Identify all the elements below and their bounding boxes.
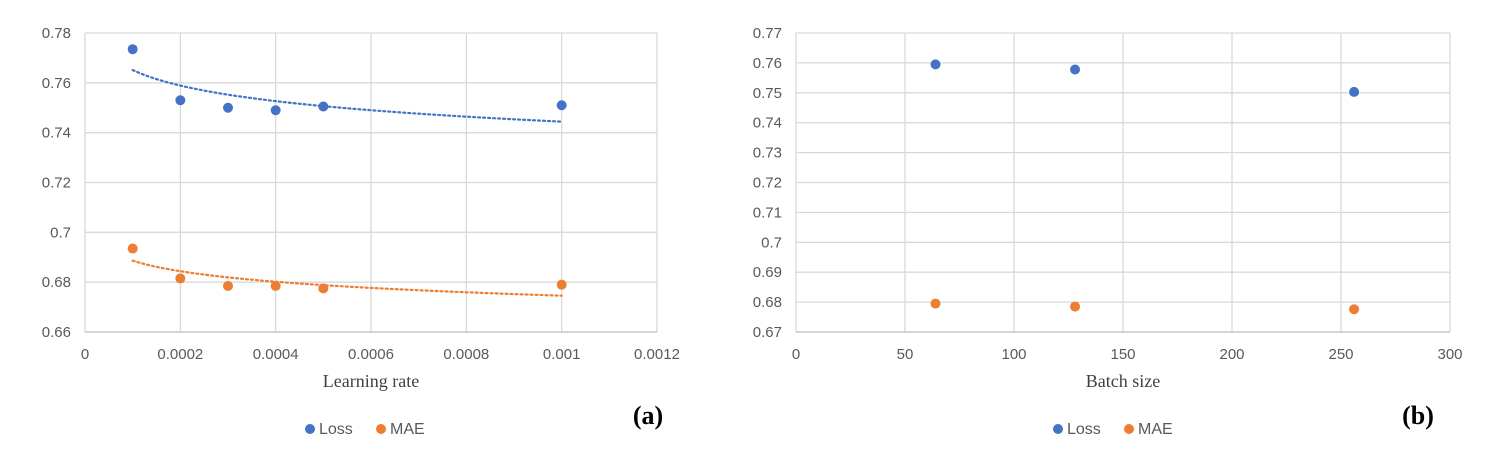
data-point-mae bbox=[223, 280, 233, 291]
y-tick-label: 0.7 bbox=[50, 224, 71, 241]
data-point-loss bbox=[270, 105, 281, 116]
data-point-loss bbox=[175, 95, 186, 106]
y-tick-label: 0.72 bbox=[753, 175, 782, 192]
data-point-loss bbox=[318, 101, 329, 112]
legend-label-mae: MAE bbox=[1138, 421, 1173, 438]
y-tick-label: 0.75 bbox=[753, 85, 782, 102]
y-tick-label: 0.72 bbox=[42, 175, 71, 192]
y-tick-label: 0.66 bbox=[42, 324, 71, 341]
legend-label-loss: Loss bbox=[319, 421, 353, 438]
x-tick-label: 0 bbox=[81, 346, 89, 363]
y-tick-label: 0.68 bbox=[753, 294, 782, 311]
x-tick-label: 200 bbox=[1219, 346, 1244, 363]
x-tick-label: 150 bbox=[1110, 346, 1135, 363]
trendline-mae bbox=[131, 259, 563, 297]
legend-marker-mae bbox=[1124, 424, 1134, 434]
x-tick-label: 0.0012 bbox=[634, 346, 680, 363]
data-point-mae bbox=[270, 280, 281, 291]
y-tick-label: 0.78 bbox=[42, 25, 71, 42]
y-tick-label: 0.68 bbox=[42, 274, 71, 291]
data-point-loss bbox=[223, 102, 233, 113]
panel-label: (b) bbox=[1402, 401, 1434, 430]
x-axis-label: Batch size bbox=[1086, 371, 1160, 391]
data-point-mae bbox=[127, 243, 138, 254]
legend-marker-loss bbox=[305, 424, 315, 434]
y-tick-label: 0.73 bbox=[753, 145, 782, 162]
data-point-mae bbox=[1070, 301, 1081, 312]
data-point-loss bbox=[1070, 64, 1081, 75]
y-tick-label: 0.71 bbox=[753, 204, 782, 221]
trendline-loss bbox=[131, 68, 563, 123]
data-point-mae bbox=[556, 279, 567, 290]
data-point-mae bbox=[318, 283, 329, 294]
y-tick-label: 0.67 bbox=[753, 324, 782, 341]
legend-label-loss: Loss bbox=[1067, 421, 1101, 438]
chart-batch-size: 0.67 0.68 0.69 0.7 0.71 0.72 0.73 0.74 0.75 0.76 0… bbox=[753, 25, 1463, 438]
data-point-loss bbox=[930, 59, 941, 70]
x-tick-label: 0.0002 bbox=[157, 346, 203, 363]
data-point-mae bbox=[930, 298, 941, 309]
x-tick-label: 0 bbox=[792, 346, 800, 363]
legend-label-mae: MAE bbox=[390, 421, 425, 438]
data-point-loss bbox=[556, 100, 567, 111]
x-tick-label: 0.001 bbox=[543, 346, 581, 363]
x-tick-label: 0.0004 bbox=[253, 346, 299, 363]
x-tick-label: 0.0008 bbox=[443, 346, 489, 363]
panel-label: (a) bbox=[633, 401, 663, 430]
y-tick-label: 0.76 bbox=[42, 75, 71, 92]
data-point-mae bbox=[1349, 304, 1360, 315]
y-tick-label: 0.7 bbox=[761, 234, 782, 251]
x-tick-label: 300 bbox=[1437, 346, 1462, 363]
x-axis-label: Learning rate bbox=[323, 371, 419, 391]
x-tick-label: 250 bbox=[1328, 346, 1353, 363]
y-tick-label: 0.69 bbox=[753, 264, 782, 281]
data-point-mae bbox=[175, 273, 186, 284]
x-tick-label: 100 bbox=[1001, 346, 1026, 363]
legend-marker-mae bbox=[376, 424, 386, 434]
y-tick-label: 0.77 bbox=[753, 25, 782, 42]
y-tick-label: 0.76 bbox=[753, 55, 782, 72]
data-point-loss bbox=[127, 44, 138, 55]
x-tick-label: 0.0006 bbox=[348, 346, 394, 363]
y-tick-label: 0.74 bbox=[42, 125, 71, 142]
data-point-loss bbox=[1349, 86, 1360, 97]
x-tick-label: 50 bbox=[897, 346, 914, 363]
legend-marker-loss bbox=[1053, 424, 1063, 434]
y-tick-label: 0.74 bbox=[753, 115, 782, 132]
chart-learning-rate: 0.66 0.68 0.7 0.72 0.74 0.76 0.78 0 0.0002 0.0004… bbox=[42, 25, 680, 438]
